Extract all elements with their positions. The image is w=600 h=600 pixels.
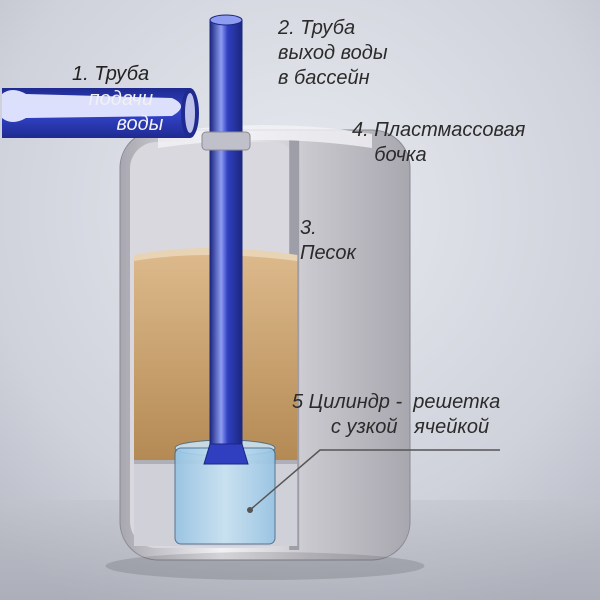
label-1-inlet-pipe: 1. Труба подачи воды bbox=[72, 62, 163, 137]
label-4-barrel: 4. Пластмассовая бочка bbox=[352, 118, 525, 168]
barrel-shadow bbox=[106, 552, 425, 580]
outlet-pipe-flare bbox=[204, 444, 248, 464]
leader-dot-5 bbox=[247, 507, 253, 513]
pipe-collar bbox=[202, 132, 250, 150]
label-3-sand: 3. Песок bbox=[300, 216, 356, 266]
outlet-pipe-top bbox=[210, 15, 242, 25]
diagram-root: 1. Труба подачи воды 2. Труба выход воды… bbox=[0, 0, 600, 600]
label-5-mesh-cylinder: 5 Цилиндр - решетка с узкой ячейкой bbox=[292, 390, 500, 440]
label-2-outlet-pipe: 2. Труба выход воды в бассейн bbox=[278, 16, 388, 91]
outlet-pipe bbox=[210, 20, 242, 464]
